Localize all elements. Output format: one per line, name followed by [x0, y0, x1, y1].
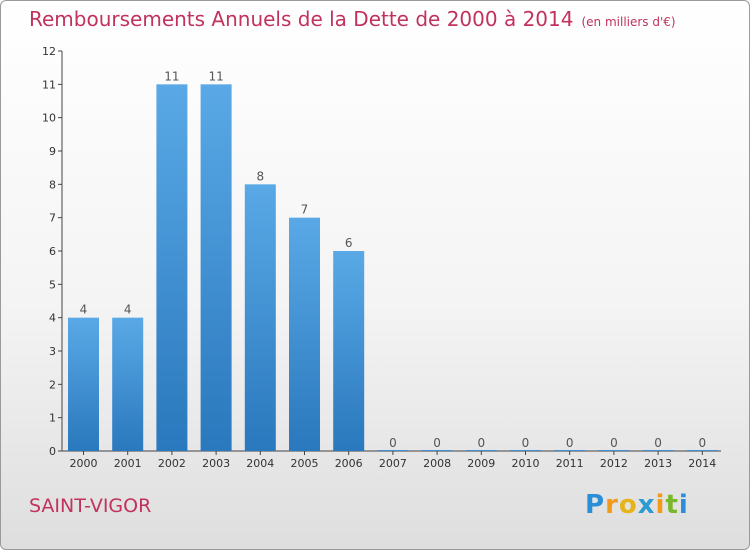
y-tick-label: 0 — [49, 445, 56, 458]
bar-value-label: 0 — [389, 436, 397, 450]
logo-letter: P — [585, 490, 606, 520]
bar-value-label: 0 — [477, 436, 485, 450]
x-tick-label: 2013 — [644, 457, 672, 470]
proxiti-logo: Proxiti — [585, 490, 689, 520]
x-tick-label: 2008 — [423, 457, 451, 470]
bar — [156, 84, 188, 451]
x-tick-label: 2000 — [70, 457, 98, 470]
bar-value-label: 6 — [345, 236, 353, 250]
bar — [686, 450, 718, 451]
y-tick-label: 10 — [42, 112, 56, 125]
bar-value-label: 11 — [208, 69, 223, 83]
y-tick-label: 12 — [42, 45, 56, 58]
logo-letter: t — [665, 490, 679, 520]
y-tick-label: 1 — [49, 412, 56, 425]
bar — [598, 450, 630, 451]
x-tick-label: 2002 — [158, 457, 186, 470]
x-tick-label: 2014 — [688, 457, 716, 470]
bar-value-label: 0 — [566, 436, 574, 450]
city-name: SAINT-VIGOR — [29, 495, 152, 517]
y-tick-label: 5 — [49, 278, 56, 291]
bar — [421, 450, 453, 451]
bar — [554, 450, 586, 451]
y-tick-label: 4 — [49, 312, 56, 325]
logo-letter: i — [678, 490, 689, 520]
bar-value-label: 0 — [433, 436, 441, 450]
y-tick-label: 9 — [49, 145, 56, 158]
bar — [333, 251, 365, 451]
x-tick-label: 2003 — [202, 457, 230, 470]
bar — [289, 217, 320, 451]
bar-value-label: 0 — [610, 436, 618, 450]
x-tick-label: 2001 — [114, 457, 142, 470]
bar — [200, 84, 232, 451]
chart-title: Remboursements Annuels de la Dette de 20… — [29, 7, 676, 31]
bar-value-label: 0 — [698, 436, 706, 450]
bar — [465, 450, 497, 451]
y-tick-label: 8 — [49, 178, 56, 191]
y-tick-label: 6 — [49, 245, 56, 258]
x-tick-label: 2004 — [246, 457, 274, 470]
y-tick-label: 7 — [49, 212, 56, 225]
chart-title-text: Remboursements Annuels de la Dette de 20… — [29, 7, 574, 31]
x-tick-label: 2012 — [600, 457, 628, 470]
y-tick-label: 3 — [49, 345, 56, 358]
bar — [377, 450, 409, 451]
y-tick-label: 2 — [49, 378, 56, 391]
x-tick-label: 2005 — [291, 457, 319, 470]
chart-subtitle: (en milliers d'€) — [581, 15, 676, 29]
logo-letter: o — [618, 490, 638, 520]
bar — [642, 450, 674, 451]
logo-letter: r — [605, 490, 619, 520]
bar — [510, 450, 541, 451]
bar-value-label: 0 — [654, 436, 662, 450]
bar-value-label: 8 — [256, 169, 264, 183]
y-tick-label: 11 — [42, 78, 56, 91]
x-tick-label: 2011 — [556, 457, 584, 470]
logo-letter: i — [655, 490, 666, 520]
x-tick-label: 2006 — [335, 457, 363, 470]
bar-value-label: 4 — [80, 303, 88, 317]
x-tick-label: 2007 — [379, 457, 407, 470]
x-tick-label: 2009 — [467, 457, 495, 470]
logo-letter: x — [637, 490, 656, 520]
x-tick-label: 2010 — [512, 457, 540, 470]
bar — [112, 317, 144, 451]
bar — [244, 184, 276, 452]
bar-value-label: 4 — [124, 303, 132, 317]
bar-value-label: 11 — [164, 69, 179, 83]
bar — [68, 317, 99, 451]
bar-value-label: 7 — [301, 203, 309, 217]
bar-value-label: 0 — [522, 436, 530, 450]
